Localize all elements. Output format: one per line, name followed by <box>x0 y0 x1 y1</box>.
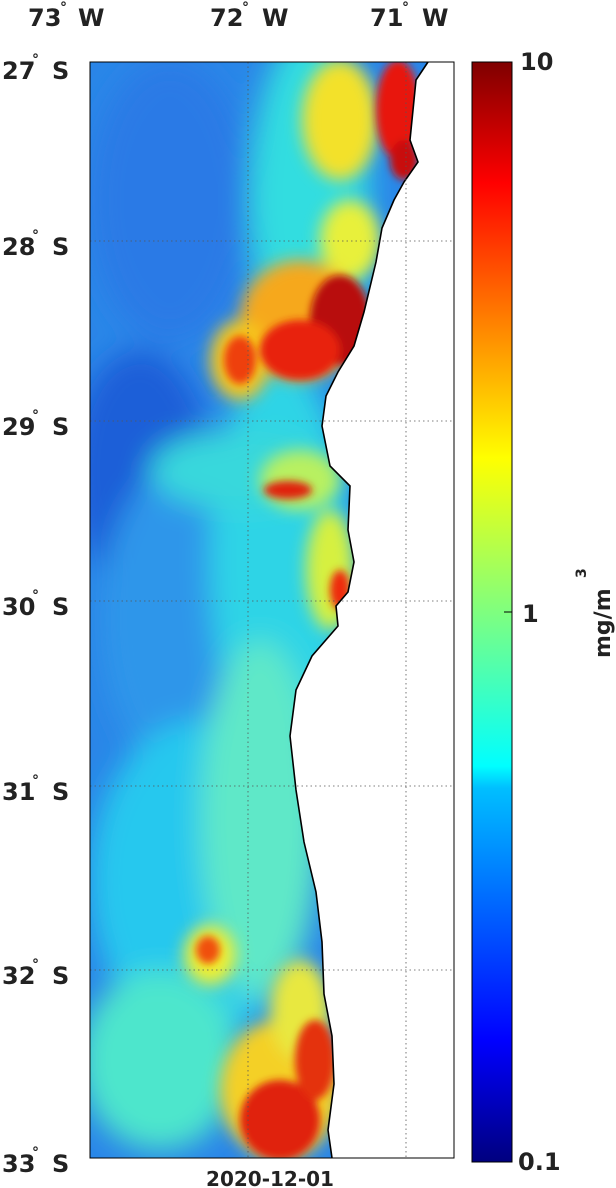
lon-degree-71: ° <box>402 0 409 16</box>
lat-hemi-32: S <box>52 962 69 990</box>
lon-hemi-73: W <box>78 4 104 32</box>
lat-degree-33: ° <box>32 1145 39 1161</box>
lat-hemi-31: S <box>52 778 69 806</box>
lat-hemi-28: S <box>52 233 69 261</box>
lat-label-30: 30 <box>2 593 35 621</box>
latitude-labels: 27 ° S 28 ° S 29 ° S 30 ° S 31 ° S 32 ° … <box>2 52 69 1178</box>
lat-label-29: 29 <box>2 413 35 441</box>
colorbar: 10 1 0.1 mg/m 3 <box>471 48 616 1176</box>
lat-degree-29: ° <box>32 408 39 424</box>
lat-degree-31: ° <box>32 773 39 789</box>
colorbar-label-min: 0.1 <box>518 1148 561 1176</box>
lat-label-33: 33 <box>2 1150 35 1178</box>
lon-degree-73: ° <box>60 0 67 16</box>
colorbar-label-mid: 1 <box>522 600 539 628</box>
map-border <box>89 61 455 1159</box>
lon-degree-72: ° <box>242 0 249 16</box>
lat-degree-30: ° <box>32 588 39 604</box>
lat-hemi-33: S <box>52 1150 69 1178</box>
lat-hemi-29: S <box>52 413 69 441</box>
date-label: 2020-12-01 <box>206 1167 334 1188</box>
lat-degree-27: ° <box>32 52 39 68</box>
longitude-labels: 73 ° W 72 ° W 71 ° W <box>28 0 448 32</box>
colorbar-unit-superscript: 3 <box>574 568 590 578</box>
lon-label-72: 72 <box>210 4 243 32</box>
lon-hemi-71: W <box>422 4 448 32</box>
lat-label-28: 28 <box>2 233 35 261</box>
lat-label-31: 31 <box>2 778 35 806</box>
lon-label-73: 73 <box>28 4 61 32</box>
lat-hemi-30: S <box>52 593 69 621</box>
lon-hemi-72: W <box>262 4 288 32</box>
lat-degree-28: ° <box>32 228 39 244</box>
lat-degree-32: ° <box>32 957 39 973</box>
map-frame <box>89 61 455 1159</box>
lon-label-71: 71 <box>370 4 403 32</box>
lat-hemi-27: S <box>52 57 69 85</box>
lat-label-27: 27 <box>2 57 35 85</box>
colorbar-label-max: 10 <box>520 48 553 76</box>
lat-label-32: 32 <box>2 962 35 990</box>
colorbar-unit: mg/m <box>591 588 616 658</box>
coastline <box>289 61 429 1159</box>
